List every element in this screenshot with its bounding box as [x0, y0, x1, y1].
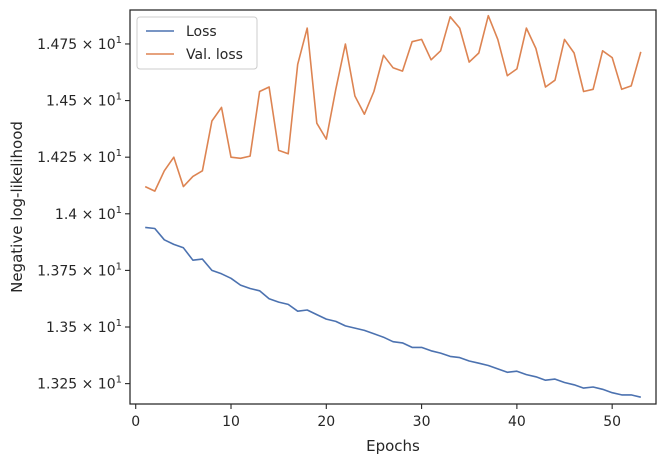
legend-entry-loss: Loss: [186, 24, 217, 40]
legend-entry-val-loss: Val. loss: [186, 47, 243, 63]
y-tick-label: 1.425 × 101: [37, 148, 122, 166]
y-tick-label: 1.375 × 101: [37, 261, 122, 279]
y-tick-label: 1.35 × 101: [46, 318, 122, 336]
x-tick-label: 40: [508, 414, 526, 430]
y-tick-label: 1.325 × 101: [37, 375, 122, 393]
x-tick-label: 0: [131, 414, 140, 430]
series-layer: [144, 14, 642, 398]
x-tick-label: 10: [222, 414, 240, 430]
y-axis: 1.325 × 101 1.35 × 101 1.375 × 101 1.4 × 10…: [37, 35, 130, 393]
plot-frame: [129, 9, 657, 405]
series-line-0: [145, 226, 641, 398]
x-tick-label: 20: [317, 414, 335, 430]
y-tick-label: 1.45 × 101: [46, 92, 122, 110]
x-tick-label: 30: [413, 414, 431, 430]
x-tick-label: 50: [603, 414, 621, 430]
series-line-1: [144, 14, 642, 192]
legend-box: [136, 16, 258, 70]
legend: Loss Val. loss: [136, 16, 258, 70]
y-axis-label: Negative log-likelihood: [8, 121, 26, 293]
y-tick-label: 1.475 × 101: [37, 35, 122, 53]
y-tick-label: 1.4 × 101: [55, 205, 122, 223]
x-axis: 0 10 20 30 40 50: [131, 404, 621, 430]
x-axis-label: Epochs: [366, 437, 420, 455]
